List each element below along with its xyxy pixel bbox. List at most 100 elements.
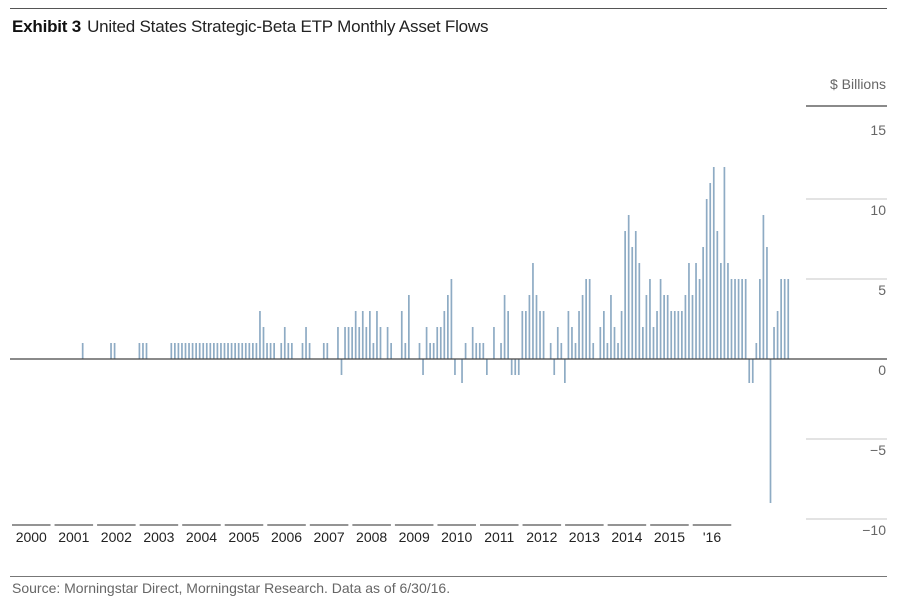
bar	[539, 311, 541, 359]
bar	[432, 343, 435, 359]
bar	[525, 311, 527, 359]
bar	[681, 311, 683, 359]
bar	[174, 343, 176, 359]
bar	[620, 311, 623, 359]
x-tick-label: '16	[703, 529, 721, 545]
bar	[291, 343, 293, 359]
bar	[652, 327, 655, 359]
bar	[482, 343, 485, 359]
bar	[379, 327, 382, 359]
bar	[702, 247, 704, 359]
bar	[337, 327, 339, 359]
bar	[556, 327, 559, 359]
y-tick-label: 10	[870, 202, 886, 218]
bar	[188, 343, 190, 359]
bar	[695, 263, 697, 359]
bar	[230, 343, 233, 359]
bar	[730, 279, 733, 359]
bar	[266, 343, 268, 359]
bar	[610, 295, 612, 359]
bar	[113, 343, 116, 359]
x-tick-label: 2004	[186, 529, 217, 545]
bar	[259, 311, 261, 359]
title-text: United States Strategic-Beta ETP Monthly…	[87, 17, 489, 36]
bar	[287, 343, 290, 359]
bar	[408, 295, 410, 359]
bar	[422, 359, 424, 375]
bar	[510, 359, 513, 375]
bar	[145, 343, 148, 359]
bar	[727, 263, 729, 359]
unit-label: $ Billions	[830, 76, 886, 92]
bar	[347, 327, 350, 359]
bar	[184, 343, 187, 359]
bar	[769, 359, 772, 503]
bar	[404, 343, 407, 359]
bar	[486, 359, 488, 375]
bar	[110, 343, 112, 359]
bar	[737, 279, 740, 359]
bar	[471, 327, 474, 359]
bar	[425, 327, 428, 359]
bar	[673, 311, 676, 359]
bar	[429, 343, 431, 359]
y-tick-label: −5	[870, 442, 886, 458]
bar	[560, 343, 563, 359]
bar	[170, 343, 173, 359]
bar	[624, 231, 626, 359]
bar	[443, 311, 446, 359]
exhibit-label: Exhibit 3	[12, 17, 82, 36]
bar	[574, 343, 577, 359]
bar	[780, 279, 782, 359]
bar	[631, 247, 634, 359]
x-tick-label: 2002	[101, 529, 132, 545]
x-tick-label: 2010	[441, 529, 472, 545]
x-tick-label: 2014	[611, 529, 642, 545]
bar	[585, 279, 587, 359]
bar	[720, 263, 722, 359]
bar	[645, 295, 648, 359]
x-tick-label: 2012	[526, 529, 557, 545]
bar	[642, 327, 644, 359]
bar	[390, 343, 392, 359]
bar	[344, 327, 346, 359]
bar	[354, 311, 357, 359]
bar	[603, 311, 605, 359]
bar	[564, 359, 566, 383]
chart-title: Exhibit 3 United States Strategic-Beta ET…	[12, 17, 489, 37]
x-tick-label: 2000	[16, 529, 47, 545]
bar	[450, 279, 453, 359]
bar	[656, 311, 658, 359]
bar	[195, 343, 197, 359]
bar	[283, 327, 286, 359]
bar	[213, 343, 215, 359]
bar	[216, 343, 219, 359]
bar	[418, 343, 421, 359]
bars	[81, 167, 790, 503]
bar	[712, 167, 715, 359]
bar	[454, 359, 456, 375]
bar	[248, 343, 251, 359]
bar	[503, 295, 506, 359]
bar	[716, 231, 719, 359]
bar	[223, 343, 226, 359]
bar	[592, 343, 595, 359]
bar	[535, 295, 538, 359]
bottom-rule	[10, 576, 887, 577]
bar	[627, 215, 630, 359]
bar	[663, 295, 665, 359]
bar	[638, 263, 641, 359]
bar	[741, 279, 743, 359]
bar	[773, 327, 775, 359]
x-tick-label: 2015	[654, 529, 685, 545]
top-rule	[10, 8, 887, 9]
bar	[588, 279, 591, 359]
bar	[301, 343, 304, 359]
bar	[227, 343, 229, 359]
bar	[365, 327, 368, 359]
bar	[138, 343, 141, 359]
bar	[220, 343, 222, 359]
bar	[191, 343, 194, 359]
bar	[723, 167, 726, 359]
